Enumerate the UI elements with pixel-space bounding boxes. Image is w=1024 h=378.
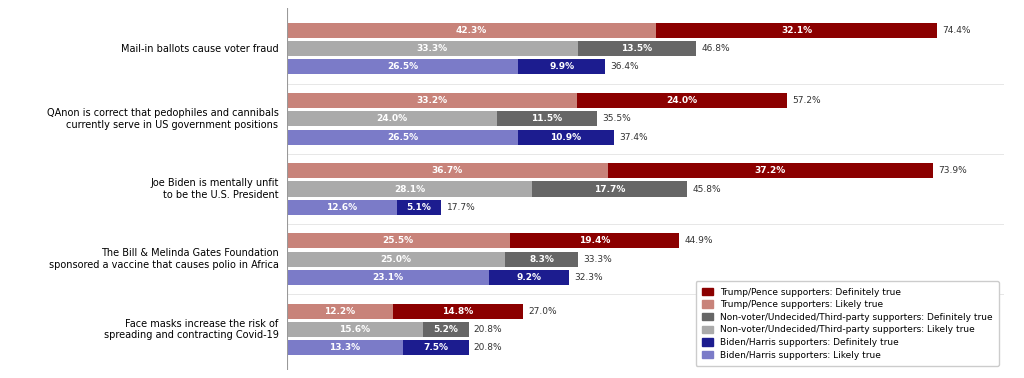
Text: 36.7%: 36.7% [431, 166, 463, 175]
Bar [403, 340, 469, 355]
Text: 35.5%: 35.5% [602, 114, 631, 123]
Text: 8.3%: 8.3% [529, 255, 554, 264]
Text: 17.7%: 17.7% [594, 184, 626, 194]
Text: 27.0%: 27.0% [528, 307, 557, 316]
Bar [287, 59, 518, 74]
Bar [518, 130, 613, 145]
Bar [577, 93, 786, 108]
Text: 28.1%: 28.1% [394, 184, 425, 194]
Bar [287, 130, 518, 145]
Text: 74.4%: 74.4% [942, 26, 971, 35]
Text: 33.3%: 33.3% [583, 255, 611, 264]
Text: 37.2%: 37.2% [755, 166, 785, 175]
Bar [488, 270, 569, 285]
Text: 12.6%: 12.6% [327, 203, 357, 212]
Text: 46.8%: 46.8% [701, 44, 730, 53]
Bar [505, 252, 578, 267]
Bar [532, 181, 687, 197]
Bar [510, 233, 679, 248]
Bar [656, 23, 937, 38]
Bar [287, 200, 397, 215]
Text: 24.0%: 24.0% [667, 96, 697, 105]
Text: 11.5%: 11.5% [531, 114, 562, 123]
Text: 57.2%: 57.2% [792, 96, 820, 105]
Bar [393, 304, 522, 319]
Text: 20.8%: 20.8% [474, 343, 503, 352]
Text: 44.9%: 44.9% [684, 236, 713, 245]
Text: 36.4%: 36.4% [610, 62, 639, 71]
Bar [607, 163, 933, 178]
Text: 20.8%: 20.8% [474, 325, 503, 334]
Text: 19.4%: 19.4% [579, 236, 610, 245]
Bar [287, 93, 577, 108]
Text: 33.2%: 33.2% [417, 96, 447, 105]
Bar [287, 304, 393, 319]
Bar [287, 111, 497, 126]
Text: 13.5%: 13.5% [622, 44, 652, 53]
Text: 42.3%: 42.3% [456, 26, 487, 35]
Text: 25.0%: 25.0% [381, 255, 412, 264]
Text: 37.4%: 37.4% [618, 133, 647, 142]
Text: 5.2%: 5.2% [433, 325, 459, 334]
Text: 26.5%: 26.5% [387, 133, 418, 142]
Text: 32.3%: 32.3% [574, 273, 603, 282]
Bar [497, 111, 597, 126]
Text: 13.3%: 13.3% [330, 343, 360, 352]
Bar [287, 252, 505, 267]
Text: 5.1%: 5.1% [407, 203, 431, 212]
Bar [287, 163, 607, 178]
Text: 12.2%: 12.2% [325, 307, 355, 316]
Text: 73.9%: 73.9% [938, 166, 967, 175]
Text: 32.1%: 32.1% [781, 26, 812, 35]
Legend: Trump/Pence supporters: Definitely true, Trump/Pence supporters: Likely true, No: Trump/Pence supporters: Definitely true,… [695, 281, 999, 366]
Text: 33.3%: 33.3% [417, 44, 447, 53]
Text: 23.1%: 23.1% [372, 273, 403, 282]
Bar [397, 200, 441, 215]
Text: 15.6%: 15.6% [339, 325, 371, 334]
Text: 9.2%: 9.2% [516, 273, 542, 282]
Text: 14.8%: 14.8% [442, 307, 474, 316]
Bar [287, 270, 488, 285]
Text: 45.8%: 45.8% [692, 184, 721, 194]
Text: 25.5%: 25.5% [383, 236, 414, 245]
Text: 26.5%: 26.5% [387, 62, 418, 71]
Text: 10.9%: 10.9% [551, 133, 582, 142]
Bar [287, 340, 403, 355]
Text: 24.0%: 24.0% [376, 114, 408, 123]
Bar [287, 322, 423, 337]
Text: 9.9%: 9.9% [549, 62, 574, 71]
Bar [578, 41, 696, 56]
Bar [287, 181, 532, 197]
Bar [518, 59, 605, 74]
Bar [423, 322, 469, 337]
Text: 17.7%: 17.7% [446, 203, 475, 212]
Bar [287, 41, 578, 56]
Text: 7.5%: 7.5% [423, 343, 449, 352]
Bar [287, 233, 510, 248]
Bar [287, 23, 656, 38]
